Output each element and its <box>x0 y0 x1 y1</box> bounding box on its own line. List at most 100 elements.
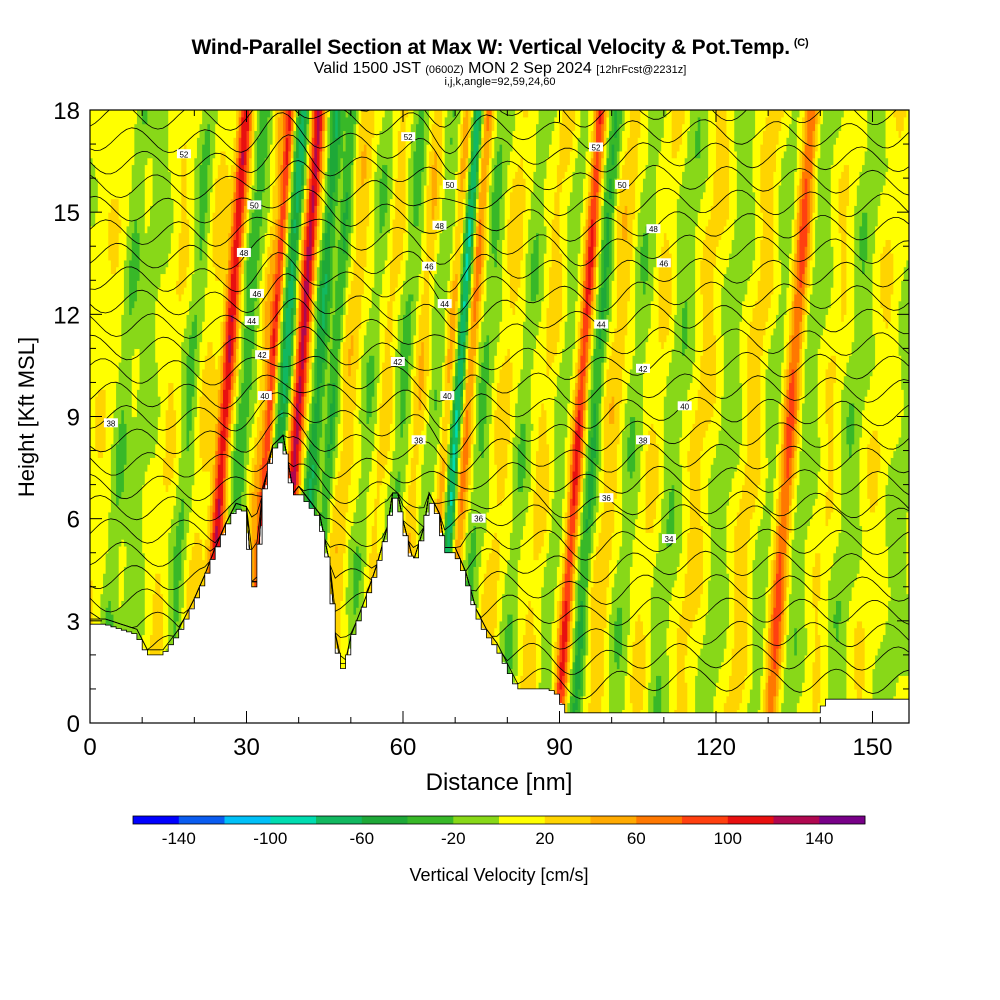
velocity-cell <box>593 164 597 247</box>
velocity-cell <box>249 389 253 438</box>
velocity-cell <box>575 579 579 622</box>
velocity-cell <box>841 110 845 118</box>
velocity-cell <box>353 157 357 261</box>
velocity-cell <box>794 293 798 424</box>
velocity-cell <box>473 246 477 261</box>
colorbar-swatch <box>407 816 454 824</box>
velocity-cell <box>460 157 464 193</box>
velocity-cell <box>629 110 634 261</box>
velocity-cell <box>236 375 240 397</box>
velocity-cell <box>507 348 511 445</box>
velocity-cell <box>476 300 480 329</box>
velocity-cell <box>332 416 336 452</box>
velocity-cell <box>757 280 761 486</box>
velocity-cell <box>624 205 628 241</box>
velocity-cell <box>794 450 798 479</box>
velocity-cell <box>465 491 469 513</box>
velocity-cell <box>567 702 571 717</box>
velocity-cell <box>572 470 576 506</box>
velocity-cell <box>893 450 897 697</box>
velocity-cell <box>802 150 806 172</box>
velocity-cell <box>152 457 156 595</box>
velocity-cell <box>379 178 383 234</box>
velocity-cell <box>95 178 99 213</box>
velocity-cell <box>731 110 735 241</box>
velocity-cell <box>392 450 396 493</box>
velocity-cell <box>684 157 688 302</box>
velocity-cell <box>298 450 302 465</box>
velocity-cell <box>329 307 334 349</box>
velocity-cell <box>593 457 597 506</box>
velocity-cell <box>530 607 535 690</box>
velocity-cell <box>228 178 232 234</box>
velocity-cell <box>345 218 349 261</box>
velocity-cell <box>452 280 456 343</box>
velocity-cell <box>828 362 832 520</box>
velocity-cell <box>207 164 211 234</box>
velocity-cell <box>536 334 540 452</box>
velocity-cell <box>199 341 203 397</box>
velocity-cell <box>682 307 686 356</box>
velocity-cell <box>353 511 357 554</box>
velocity-cell <box>478 157 482 179</box>
velocity-cell <box>833 552 837 615</box>
velocity-cell <box>502 110 506 241</box>
velocity-cell <box>251 184 255 213</box>
velocity-cell <box>228 423 232 438</box>
velocity-cell <box>416 110 420 125</box>
velocity-cell <box>833 382 837 554</box>
velocity-cell <box>301 416 305 431</box>
velocity-cell <box>335 457 339 486</box>
velocity-cell <box>794 477 798 513</box>
velocity-cell <box>713 110 717 172</box>
velocity-cell <box>862 627 866 690</box>
velocity-cell <box>867 443 871 499</box>
velocity-cell <box>494 110 498 138</box>
velocity-cell <box>223 450 227 479</box>
velocity-cell <box>436 218 441 254</box>
velocity-cell <box>786 368 790 390</box>
velocity-cell <box>606 341 610 370</box>
velocity-cell <box>90 225 94 581</box>
velocity-cell <box>640 191 644 247</box>
velocity-cell <box>742 688 746 717</box>
velocity-cell <box>582 505 587 656</box>
velocity-cell <box>429 389 433 506</box>
velocity-cell <box>684 300 688 349</box>
velocity-cell <box>499 620 503 663</box>
velocity-cell <box>603 191 608 247</box>
velocity-cell <box>849 600 853 704</box>
velocity-cell <box>303 198 308 213</box>
x-tick-label: 60 <box>390 734 417 761</box>
velocity-cell <box>825 368 829 424</box>
velocity-cell <box>296 259 300 281</box>
velocity-cell <box>674 314 678 581</box>
colorbar-swatch <box>316 816 363 824</box>
velocity-cell <box>314 259 318 281</box>
velocity-cell <box>692 620 696 717</box>
velocity-cell <box>849 355 853 404</box>
velocity-cell <box>679 552 683 615</box>
velocity-cell <box>303 110 308 118</box>
velocity-cell <box>575 620 579 656</box>
velocity-cell <box>468 307 472 329</box>
velocity-cell <box>285 430 289 452</box>
velocity-cell <box>382 273 386 363</box>
velocity-cell <box>713 695 717 717</box>
velocity-cell <box>580 212 584 268</box>
velocity-cell <box>439 184 443 234</box>
velocity-cell <box>199 259 203 343</box>
velocity-cell <box>306 246 310 295</box>
velocity-cell <box>199 457 203 540</box>
velocity-cell <box>449 368 454 390</box>
velocity-cell <box>546 307 550 377</box>
velocity-cell <box>588 579 592 704</box>
velocity-cell <box>596 266 600 295</box>
velocity-cell <box>502 239 506 363</box>
velocity-cell <box>661 498 665 717</box>
velocity-cell <box>212 511 216 533</box>
velocity-cell <box>504 355 508 479</box>
velocity-cell <box>134 218 138 302</box>
velocity-cell <box>285 218 289 234</box>
velocity-cell <box>486 259 490 336</box>
